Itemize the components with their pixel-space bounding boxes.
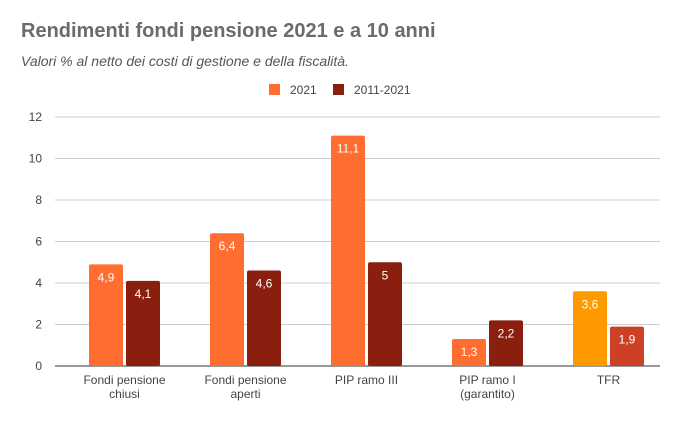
bar-2021-1 [210,233,244,366]
legend: 2021 2011-2021 [269,83,411,97]
chart-title: Rendimenti fondi pensione 2021 e a 10 an… [21,20,436,42]
data-label: 11,1 [337,142,360,156]
y-tick-label: 6 [35,235,42,249]
bar-2011-2021-0 [126,280,160,366]
bar-2021-2 [331,135,365,366]
data-label: 1,3 [461,345,478,359]
x-category-label: chiusi [109,387,140,401]
legend-label-2011-2021: 2011-2021 [354,83,411,97]
bar-2021-3 [452,339,486,366]
data-label: 6,4 [219,239,236,253]
chart-subtitle: Valori % al netto dei costi di gestione … [21,53,349,69]
bar-2021-0 [89,264,123,366]
legend-swatch-2011-2021 [333,84,344,95]
x-category-label: PIP ramo I [459,373,515,387]
bar-2011-2021-2 [368,262,402,366]
bar-2011-2021-1 [247,270,281,366]
y-tick-label: 12 [29,110,43,124]
x-category-label: aperti [230,387,260,401]
bar-2021-4 [573,291,607,366]
legend-swatch-2021 [269,84,280,95]
bar-2011-2021-3 [489,320,523,366]
data-label: 3,6 [582,297,599,311]
y-tick-label: 0 [35,359,42,373]
data-label: 4,1 [135,287,152,301]
data-label: 4,9 [98,270,115,284]
data-label: 1,9 [619,333,636,347]
data-label: 2,2 [498,326,515,340]
x-category-label: TFR [597,373,621,387]
data-label: 4,6 [256,277,273,291]
bars: 4,9 4,1 6,4 4,6 11,1 5 1,3 2,2 3,6 1,9 [89,135,644,366]
y-tick-label: 8 [35,193,42,207]
data-label: 5 [382,268,389,282]
x-category-label: Fondi pensione [83,373,165,387]
legend-label-2021: 2021 [290,83,317,97]
x-category-label: PIP ramo III [335,373,398,387]
y-tick-label: 10 [29,152,43,166]
x-category-label: Fondi pensione [204,373,286,387]
y-tick-label: 2 [35,318,42,332]
x-category-label: (garantito) [460,387,515,401]
y-tick-label: 4 [35,276,42,290]
bar-2011-2021-4 [610,326,644,366]
